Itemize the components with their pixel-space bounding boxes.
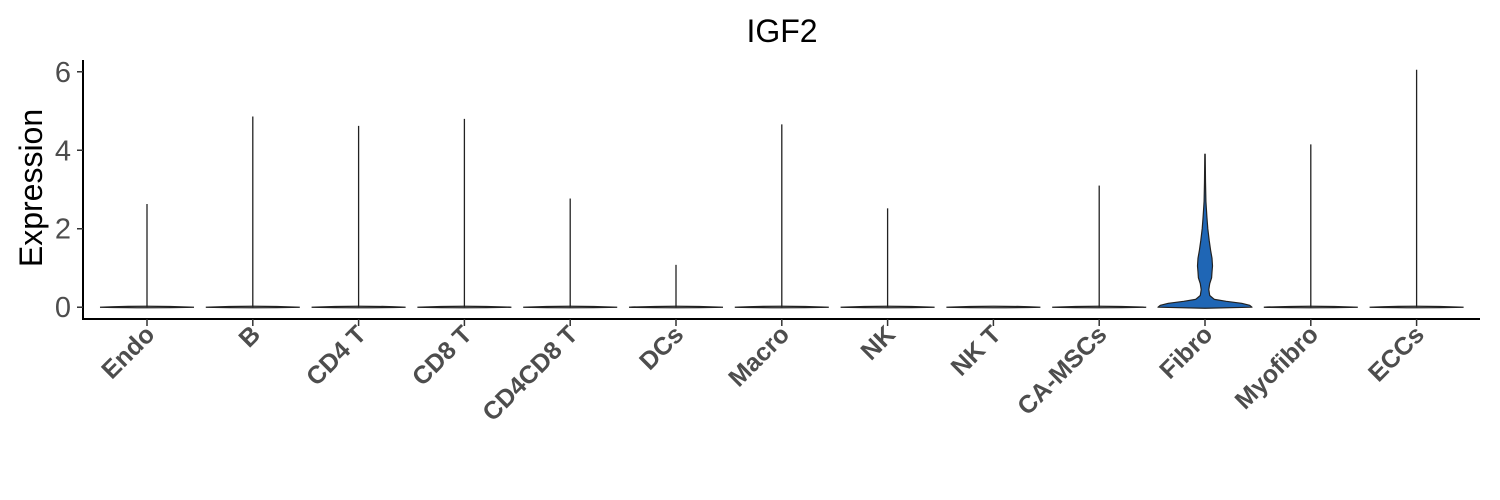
x-tick-label: NK T <box>946 320 1007 381</box>
x-tick-label: CD4CD8 T <box>477 320 583 426</box>
x-tick-label: NK <box>856 320 901 365</box>
violin-group <box>99 69 1464 309</box>
y-tick-label: 4 <box>55 135 71 167</box>
x-tick-label: B <box>233 320 266 353</box>
violin-fibro <box>1157 153 1253 309</box>
x-tick-label: Endo <box>96 320 160 384</box>
y-tick-label: 0 <box>55 292 71 324</box>
x-tick-label: CD8 T <box>407 320 478 391</box>
x-tick-label: CD4 T <box>301 320 372 391</box>
x-ticks: Endo B CD4 T CD8 T CD4CD8 T DCs Macro NK NK T CA-… <box>96 319 1430 427</box>
x-tick-label: ECCs <box>1363 320 1430 387</box>
chart-title: IGF2 <box>746 13 817 49</box>
y-tick-label: 2 <box>55 214 71 246</box>
x-tick-label: CA-MSCs <box>1012 320 1112 420</box>
x-tick-label: DCs <box>634 320 689 375</box>
y-ticks: 0 2 4 6 <box>55 57 83 324</box>
violin-nk-t <box>946 305 1041 309</box>
x-tick-label: Myofibro <box>1230 320 1324 414</box>
y-tick-label: 6 <box>55 57 71 89</box>
x-tick-label: Fibro <box>1154 320 1218 384</box>
y-axis-label: Expression <box>13 109 49 267</box>
x-tick-label: Macro <box>723 320 795 392</box>
